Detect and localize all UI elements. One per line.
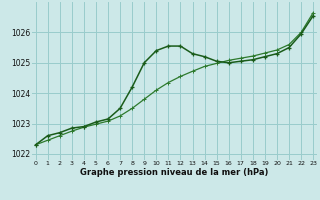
X-axis label: Graphe pression niveau de la mer (hPa): Graphe pression niveau de la mer (hPa): [80, 168, 268, 177]
